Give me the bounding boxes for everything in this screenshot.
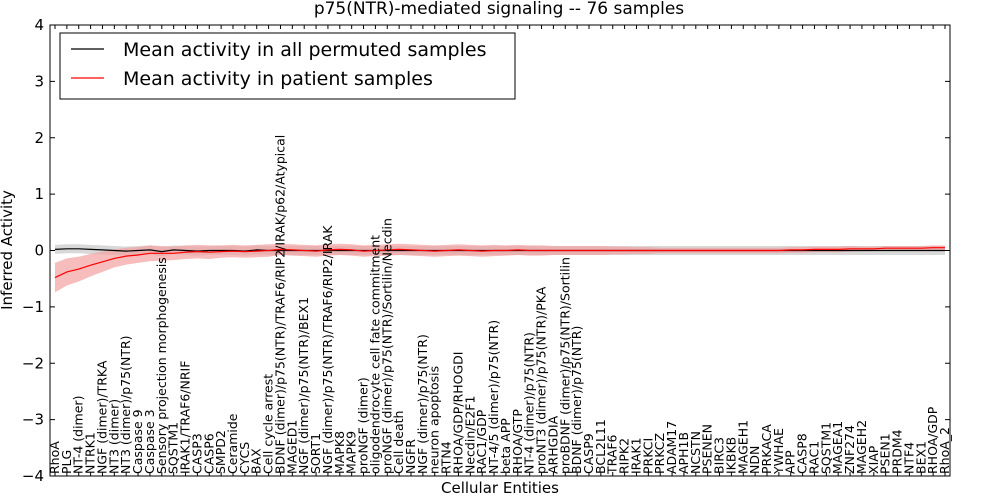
x-tick-label: PRKCI: [640, 438, 655, 474]
x-tick-label: ARHGDIA: [545, 415, 560, 474]
x-tick-label: RhoA: [47, 441, 62, 474]
x-tick-label: CASP3: [189, 433, 204, 474]
x-tick-label: BEX1: [913, 441, 928, 474]
x-tick-label: BAX: [249, 448, 264, 474]
y-tick-label: −1: [22, 298, 44, 316]
x-tick-label: MAGED1: [284, 420, 299, 474]
x-tick-label: APH1B: [676, 432, 691, 474]
x-tick-label: BDNF (dimer)/p75(NTR)/TRAF6/RIP2/IRAK/p6…: [273, 135, 288, 474]
x-tick-label: Necdin/E2F1: [462, 396, 477, 474]
patient-mean-line: [54, 247, 945, 279]
x-tick-label: Cell death: [391, 411, 406, 474]
x-tick-label: Cell cycle arrest: [261, 374, 276, 474]
x-tick-label: RHOA/GDP/RHOGDI: [451, 352, 466, 474]
chart-title: p75(NTR)-mediated signaling -- 76 sample…: [314, 0, 684, 19]
x-tick-label: XIAP: [866, 445, 881, 474]
x-tick-label: proNT3 (dimer)/p75(NTR)/PKA: [534, 286, 549, 474]
legend-box: [59, 32, 516, 100]
x-tick-label: BIRC3: [712, 437, 727, 474]
x-tick-label: RhoA_2: [937, 427, 952, 474]
x-tick-label: proBDNF (dimer)/p75(NTR)/Sortilin: [557, 257, 572, 474]
x-tick-label: NGF (dimer)/p75(NTR)/TRAF6/RIP2/IRAK: [320, 225, 335, 474]
x-tick-label: Caspase 3: [142, 409, 157, 474]
x-tick-label: MAGEH1: [735, 420, 750, 474]
x-tick-label: CASP6: [201, 433, 216, 474]
x-tick-label: proNGF (dimer): [356, 377, 371, 474]
y-tick-label: −4: [22, 467, 44, 485]
x-tick-label: PRKACA: [759, 424, 774, 474]
x-tick-label: PSENEN: [700, 424, 715, 474]
x-tick-label: NGF (dimer)/TRKA: [95, 360, 110, 474]
x-tick-label: proNGF (dimer)/p75(NTR)/Sortilin/Necdin: [379, 218, 394, 474]
plot-frame: [49, 24, 951, 477]
x-tick-label: ZNF274: [842, 425, 857, 474]
x-tick-label: RHOA/GDP: [925, 406, 940, 474]
y-tick-label: −2: [22, 354, 44, 372]
x-tick-label: NT-4 (dimer)/p75(NTR): [522, 332, 537, 474]
x-tick-label: NGF (dimer)/p75(NTR): [415, 334, 430, 474]
legend-label-permuted: Mean activity in all permuted samples: [123, 39, 486, 61]
y-tick-label: −3: [22, 411, 44, 429]
y-tick-label: 0: [34, 242, 44, 260]
x-tick-label: ADAM17: [664, 421, 679, 474]
x-tick-label: RAC1/GDP: [474, 409, 489, 474]
x-tick-label: RAC1: [807, 441, 822, 474]
x-tick-label: NGF (dimer)/p75(NTR)/BEX1: [296, 297, 311, 474]
x-axis-label: Cellular Entities: [441, 479, 559, 497]
x-tick-label: NCSTN: [688, 431, 703, 474]
x-tick-label: MAPK8: [332, 431, 347, 474]
x-tick-label: CASP9: [581, 433, 596, 474]
x-tick-label: PRKCZ: [652, 433, 667, 474]
x-tick-label: PLG: [59, 450, 74, 474]
x-tick-label: APP: [783, 450, 798, 474]
x-tick-label: NT3 (dimer)/p75(NTR): [118, 335, 133, 474]
x-tick-label: YWHAE: [771, 428, 786, 475]
x-tick-label: SQSTM1: [166, 422, 181, 474]
x-tick-label: NTRK1: [83, 432, 98, 474]
y-tick-label: 1: [34, 185, 44, 203]
x-tick-label: NDN: [747, 446, 762, 474]
y-tick-label: 2: [34, 129, 44, 147]
x-tick-label: NT-4/5 (dimer)/p75(NTR): [486, 320, 501, 474]
x-tick-label: Ceramide: [225, 413, 240, 474]
x-tick-label: TRAF6: [605, 434, 620, 475]
x-tick-label: NTF4: [901, 442, 916, 474]
legend: Mean activity in all permuted samples Me…: [59, 32, 516, 100]
x-tick-label: Sensory projection morphogenesis: [154, 257, 169, 474]
x-tick-label: CYCS: [237, 442, 252, 474]
x-tick-label: SMPD2: [213, 430, 228, 474]
x-tick-label: beta APP: [498, 418, 513, 474]
x-tick-label: PRDM4: [890, 429, 905, 474]
x-tick-label: RTN4: [439, 441, 454, 474]
x-tick-label: NGFR: [403, 439, 418, 474]
y-axis-label: Inferred Activity: [0, 190, 16, 310]
x-tick-label: BCL2L11: [593, 419, 608, 474]
x-tick-label: oligodendrocyte cell fate commitment: [367, 235, 382, 474]
x-tick-label: MAPK9: [344, 431, 359, 474]
x-tick-label: NT3 (dimer): [106, 399, 121, 474]
x-tick-label: IRAK1: [629, 437, 644, 474]
x-tick-label: NT-4 (dimer): [71, 396, 86, 474]
legend-label-patient: Mean activity in patient samples: [123, 68, 433, 90]
x-tick-label: MAGEH2: [854, 420, 869, 474]
x-tick-label: BDNF (dimer)/p75(NTR): [569, 326, 584, 474]
x-tick-label: IKBKB: [723, 437, 738, 474]
x-tick-label: IRAK1/TRAF6/NRIF: [178, 361, 193, 474]
y-tick-label: 4: [34, 16, 44, 34]
x-tick-label: Caspase 9: [130, 409, 145, 474]
x-tick-label: SQSTM1: [818, 422, 833, 474]
y-tick-label: 3: [34, 72, 44, 90]
x-tick-label: RHOA/GTP: [510, 409, 525, 474]
x-tick-label: SORT1: [308, 433, 323, 474]
x-tick-label: RIPK2: [617, 438, 632, 474]
x-tick-label: MAGEA1: [830, 421, 845, 474]
x-tick-label: CASP8: [795, 433, 810, 474]
x-tick-label: neuron apoptosis: [427, 366, 442, 474]
x-tick-label: PSEN1: [878, 433, 893, 474]
